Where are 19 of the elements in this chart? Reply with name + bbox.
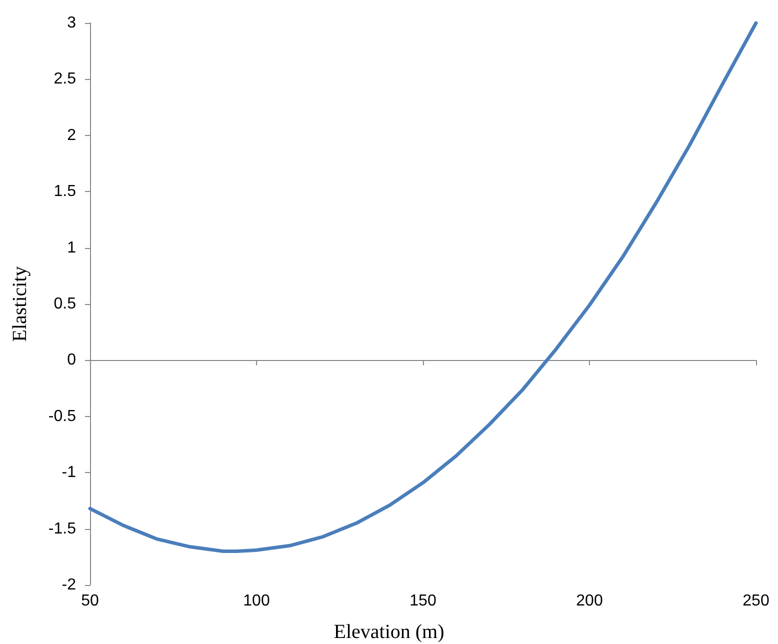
x-tick-label: 150 <box>410 592 436 610</box>
line-series <box>88 21 758 554</box>
y-tick-label: -1.5 <box>48 520 76 538</box>
y-tick-label: 0 <box>67 352 76 369</box>
x-tick-label: 200 <box>576 592 603 610</box>
y-tick-label: 2 <box>67 126 76 144</box>
y-tick-label: 0.5 <box>54 296 76 312</box>
x-tick-label: 50 <box>81 592 99 610</box>
y-tick-label: -1 <box>62 464 76 482</box>
y-tick-label: -0.5 <box>48 408 76 425</box>
y-tick-label: 1 <box>67 239 76 256</box>
y-axis-title: Elasticity <box>9 266 31 342</box>
y-tick-label: 2.5 <box>54 70 76 88</box>
x-tick-label: 100 <box>243 592 270 610</box>
y-tick-label: 1.5 <box>54 183 76 200</box>
y-tick-label: -2 <box>62 576 76 594</box>
y-tick-label: 3 <box>67 14 76 32</box>
x-axis-title: Elevation (m) <box>334 621 444 643</box>
x-tick-label: 250 <box>742 592 770 610</box>
